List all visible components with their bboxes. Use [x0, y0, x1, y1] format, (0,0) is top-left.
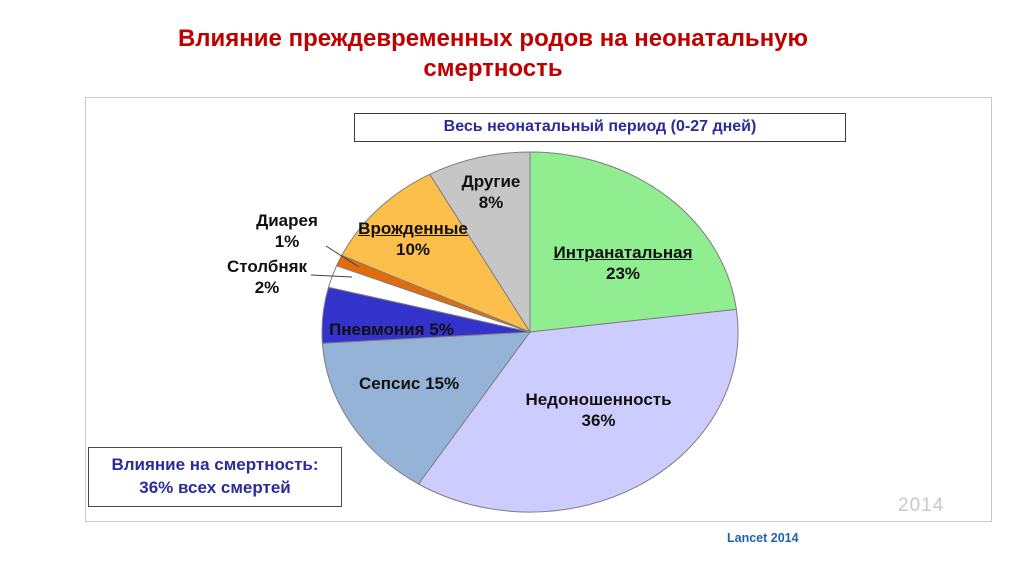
pie-chart-svg: [310, 151, 739, 513]
watermark-2014: 2014: [898, 495, 945, 516]
pie-slice-congenital: [341, 173, 532, 334]
pie-slice-intranatal: [529, 151, 737, 333]
chart-header-label: Весь неонатальный период (0-27 дней): [443, 118, 757, 135]
pie-label-pneumonia-text: Пневмония: [329, 320, 425, 339]
pie-slices-group: [321, 151, 739, 513]
pie-label-sepsis-text: Сепсис: [359, 374, 421, 393]
pie-label-intranatal: Интранатальная 23%: [548, 242, 698, 284]
pie-slice-sepsis: [321, 331, 532, 485]
tetanus-leader-line: [310, 274, 353, 278]
pie-slice-other: [429, 151, 531, 334]
pie-label-other: Другие 8%: [431, 171, 551, 213]
pie-label-sepsis: Сепсис 15%: [359, 373, 459, 394]
slide-title-line2: смертность: [423, 55, 563, 82]
pie-label-other-text: Другие: [461, 172, 521, 191]
slide-title-line1: Влияние преждевременных родов на неоната…: [177, 25, 809, 52]
note-box-line1: Влияние на смертность:: [111, 455, 319, 474]
chart-header-box: Весь неонатальный период (0-27 дней): [354, 113, 846, 142]
source-citation: Lancet 2014: [727, 531, 799, 545]
pie-label-other-pct: 8%: [478, 193, 504, 212]
pie-label-intranatal-text: Интранатальная: [553, 243, 693, 262]
diarrhea-leader-line: [325, 245, 360, 268]
pie-label-sepsis-pct: 15%: [425, 374, 460, 393]
pie-label-tetanus-text: Столбняк: [226, 257, 308, 276]
slide-title: Влияние преждевременных родов на неоната…: [0, 24, 986, 84]
pie-label-diarrhea: Диарея 1%: [232, 210, 342, 252]
pie-label-prematurity-pct: 36%: [581, 411, 616, 430]
note-box: Влияние на смертность: 36% всех смертей: [88, 447, 342, 507]
pie-label-tetanus-pct: 2%: [254, 278, 280, 297]
pie-slice-prematurity: [417, 308, 739, 513]
pie-label-congenital-pct: 10%: [395, 240, 431, 259]
pie-label-prematurity-text: Недоношенность: [525, 390, 672, 409]
note-box-line2: 36% всех смертей: [139, 478, 291, 497]
pie-label-intranatal-pct: 23%: [605, 264, 641, 283]
chart-panel: Весь неонатальный период (0-27 дней) Инт…: [85, 97, 992, 522]
pie-label-tetanus: Столбняк 2%: [207, 256, 327, 298]
pie-label-pneumonia: Пневмония 5%: [329, 319, 454, 340]
pie-label-diarrhea-pct: 1%: [274, 232, 300, 251]
pie-label-congenital: Врожденные 10%: [343, 218, 483, 260]
pie-label-pneumonia-pct: 5%: [429, 320, 454, 339]
pie-label-congenital-text: Врожденные: [358, 219, 468, 238]
pie-label-prematurity: Недоношенность 36%: [516, 389, 681, 431]
pie-label-diarrhea-text: Диарея: [256, 211, 318, 230]
